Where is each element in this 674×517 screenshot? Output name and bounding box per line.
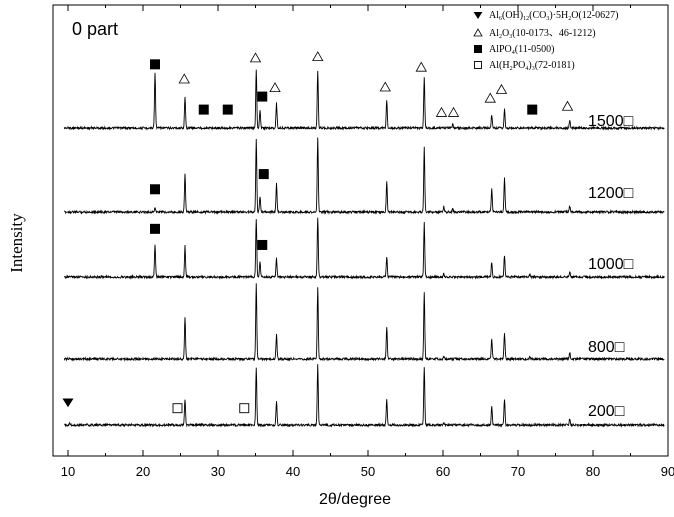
series-label: 1200□ <box>588 185 634 202</box>
al2o3-marker <box>379 81 391 92</box>
trace-line <box>64 137 665 215</box>
series-label: 200□ <box>588 403 625 420</box>
alh2po4-marker <box>474 61 482 69</box>
al2o3-marker <box>269 82 281 93</box>
alpo4-marker <box>527 104 538 115</box>
x-axis-ticks: 10 20 30 40 50 60 70 80 90 <box>61 5 674 479</box>
series-label: 1000□ <box>588 256 634 273</box>
legend: Al6(OH)12(CO3)·5H2O(12-0627) Al2O3(10-017… <box>473 10 618 72</box>
x-tick-label: 90 <box>661 464 674 479</box>
al2o3-marker <box>473 28 483 37</box>
x-tick-label: 70 <box>511 464 525 479</box>
x-tick-label: 40 <box>286 464 300 479</box>
legend-entry: AlPO4(11-0500) <box>489 44 554 56</box>
trace-line <box>63 69 665 131</box>
phase-markers <box>62 51 574 414</box>
legend-entry: Al(H2PO4)3(72-0181) <box>489 60 575 72</box>
alpo4-marker <box>257 239 268 250</box>
al2o3-marker <box>561 100 574 111</box>
trace-line <box>63 217 665 280</box>
x-tick-label: 60 <box>436 464 450 479</box>
plot-frame <box>52 4 669 457</box>
alpo4-marker <box>198 104 209 115</box>
x-tick-label: 80 <box>586 464 600 479</box>
x-tick-label: 30 <box>211 464 225 479</box>
alpo4-marker <box>474 45 482 53</box>
series-label: 1500□ <box>588 113 634 130</box>
al2o3-marker <box>312 51 324 62</box>
x-tick-label: 10 <box>61 464 75 479</box>
al2o3-marker <box>415 61 427 72</box>
al2o3-marker <box>435 106 448 117</box>
trace-line <box>63 283 665 362</box>
alpo4-marker <box>150 223 160 234</box>
al2o3-marker <box>178 73 190 84</box>
alh2po4-marker <box>239 403 250 414</box>
series-labels: 1500□ 1200□ 1000□ 800□ 200□ <box>588 113 634 420</box>
x-axis-title: 2θ/degree <box>319 491 391 508</box>
alpo4-marker <box>258 169 269 180</box>
alpo4-marker <box>222 104 233 115</box>
alpo4-marker <box>150 59 160 70</box>
al2o3-marker <box>495 83 508 94</box>
al2o3-marker <box>249 52 262 63</box>
alpo4-marker <box>150 184 160 195</box>
y-axis-title: Intensity <box>7 213 26 273</box>
trace-line <box>64 364 665 428</box>
x-tick-label: 20 <box>136 464 150 479</box>
legend-entry: Al2O3(10-0173、46-1212) <box>489 28 596 40</box>
panel-label: 0 part <box>72 19 118 39</box>
alh2po4-marker <box>172 403 183 414</box>
al2o3-marker <box>447 106 460 117</box>
alpo4-marker <box>257 91 268 102</box>
legend-entry: Al6(OH)12(CO3)·5H2O(12-0627) <box>489 10 618 22</box>
al2o3-marker <box>484 92 496 103</box>
series-label: 800□ <box>588 339 625 356</box>
diffraction-traces <box>63 69 665 428</box>
hydroxycarbonate-marker <box>473 12 483 19</box>
x-tick-label: 50 <box>361 464 375 479</box>
hydroxycarbonate-marker <box>62 398 74 408</box>
